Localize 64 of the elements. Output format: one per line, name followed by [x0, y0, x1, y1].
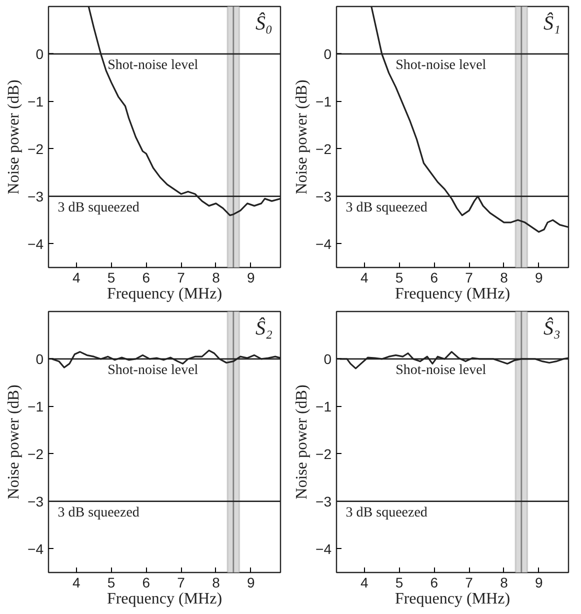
y-tick-label: −4: [28, 236, 44, 252]
chart-title: Ŝ₁: [544, 12, 560, 34]
x-tick-label: 9: [246, 270, 255, 286]
x-tick-label: 5: [107, 574, 116, 590]
y-tick-label: 0: [36, 350, 44, 367]
x-tick-label: 8: [500, 574, 508, 590]
chart-title: Ŝ₂: [256, 316, 273, 340]
chart-title: Ŝ₀: [256, 12, 273, 34]
x-tick-label: 6: [430, 270, 438, 286]
y-tick-label: −1: [316, 398, 332, 414]
x-tick-label: 9: [246, 574, 255, 590]
x-tick-label: 4: [360, 574, 369, 590]
y-tick-label: −3: [28, 493, 44, 510]
x-tick-label: 7: [465, 574, 474, 590]
y-tick-label: 0: [324, 350, 332, 367]
y-tick-label: −1: [316, 93, 332, 110]
y-axis-title: Noise power (dB): [294, 384, 311, 500]
y-tick-label: −1: [28, 93, 44, 110]
x-tick-label: 6: [142, 574, 150, 590]
ref-line-label: 3 dB squeezed: [58, 200, 140, 216]
x-axis-title: Frequency (MHz): [394, 590, 510, 608]
x-tick-label: 6: [142, 270, 150, 286]
y-tick-label: −4: [316, 236, 332, 252]
y-tick-label: −2: [28, 446, 44, 462]
x-tick-label: 5: [107, 270, 116, 286]
y-axis-title: Noise power (dB): [6, 80, 23, 194]
ref-line-label: Shot-noise level: [396, 362, 486, 378]
x-tick-label: 4: [72, 270, 81, 286]
x-tick-label: 6: [430, 574, 438, 590]
y-tick-label: −2: [316, 446, 332, 462]
y-axis-title: Noise power (dB): [294, 80, 311, 194]
y-tick-label: 0: [324, 46, 332, 62]
x-tick-label: 4: [72, 574, 81, 590]
x-tick-label: 5: [395, 270, 404, 286]
x-tick-label: 4: [360, 270, 369, 286]
x-tick-label: 5: [395, 574, 404, 590]
ref-line-label: Shot-noise level: [108, 362, 198, 378]
x-tick-label: 7: [177, 270, 186, 286]
ref-line-label: 3 dB squeezed: [58, 505, 140, 520]
x-tick-label: 8: [500, 270, 508, 286]
x-tick-label: 7: [177, 574, 186, 590]
ref-line-label: Shot-noise level: [396, 58, 486, 73]
x-tick-label: 8: [212, 574, 220, 590]
y-tick-label: 0: [36, 46, 44, 62]
ref-line-label: Shot-noise level: [108, 58, 198, 73]
y-tick-label: −3: [316, 493, 332, 510]
y-tick-label: −3: [316, 188, 332, 204]
x-tick-label: 8: [212, 270, 220, 286]
y-tick-label: −2: [28, 140, 44, 157]
y-tick-label: −4: [28, 540, 44, 557]
y-axis-title: Noise power (dB): [6, 384, 23, 500]
x-axis-title: Frequency (MHz): [394, 286, 510, 302]
x-tick-label: 9: [534, 574, 543, 590]
ref-line-label: 3 dB squeezed: [346, 200, 428, 216]
x-tick-label: 7: [465, 270, 474, 286]
y-tick-label: −4: [316, 540, 332, 557]
y-tick-label: −1: [28, 398, 44, 414]
x-axis-title: Frequency (MHz): [106, 590, 222, 608]
ref-line-label: 3 dB squeezed: [346, 505, 428, 520]
x-tick-label: 9: [534, 270, 543, 286]
chart-title: Ŝ₃: [544, 316, 561, 340]
x-axis-title: Frequency (MHz): [106, 286, 222, 302]
y-tick-label: −3: [28, 188, 44, 204]
y-tick-label: −2: [316, 140, 332, 157]
